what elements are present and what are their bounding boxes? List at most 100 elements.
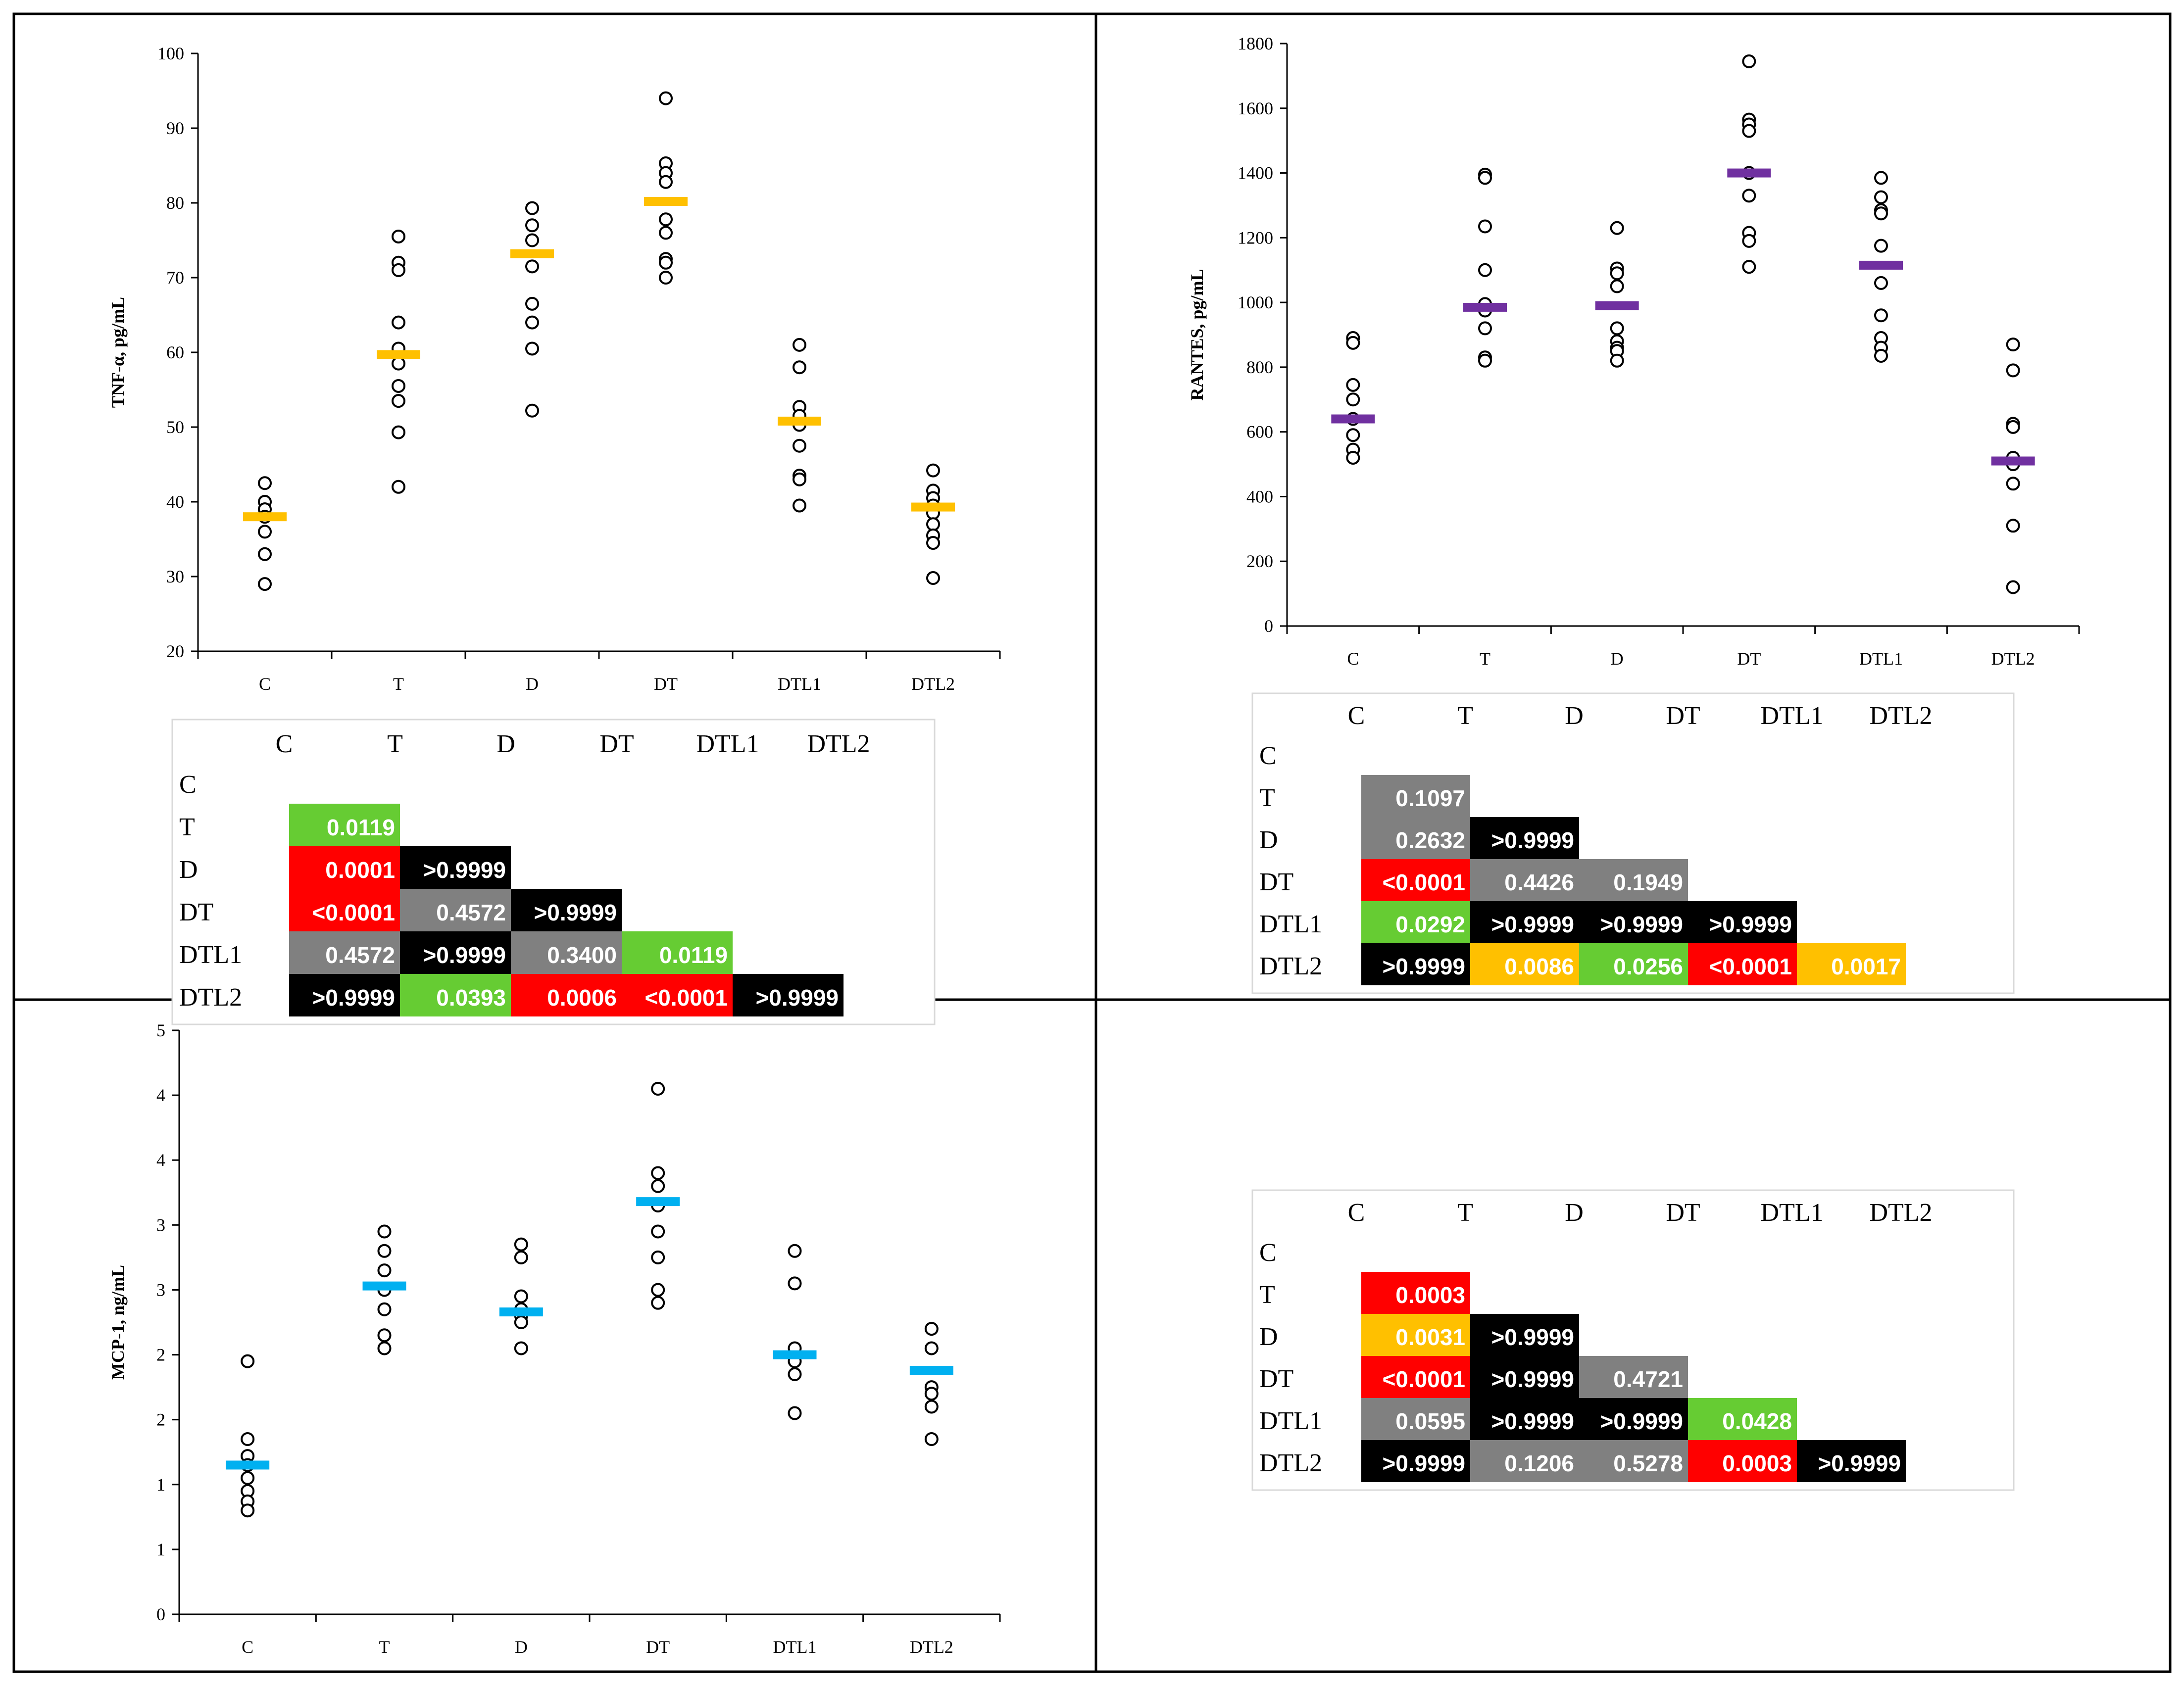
mcp-matrix-cell xyxy=(1579,1398,1688,1440)
mcp-data-point xyxy=(924,1387,939,1401)
tnf-matrix-cell xyxy=(400,931,511,974)
tnf-data-point xyxy=(525,201,539,215)
rantes-data-point xyxy=(1346,428,1360,442)
rantes-matrix-cell xyxy=(1579,943,1688,985)
rantes-mean-marker xyxy=(1727,168,1771,178)
tnf-matrix-cell-value: 0.4572 xyxy=(325,942,395,968)
mcp-data-point xyxy=(924,1400,939,1414)
tnf-matrix-col-header: DT xyxy=(599,730,634,758)
tnf-matrix-col-header: DTL1 xyxy=(696,730,759,758)
tnf-data-point xyxy=(926,536,940,550)
tnf-y-tick-label: 80 xyxy=(166,193,184,213)
mcp-matrix-cell-value: >0.9999 xyxy=(1600,1408,1683,1434)
mcp-y-tick-label: 4 xyxy=(156,1085,165,1105)
mcp-matrix-row-header: DTL1 xyxy=(1259,1407,1322,1435)
tnf-mean-marker xyxy=(644,196,688,206)
rantes-data-point xyxy=(1742,124,1756,138)
tnf-data-point xyxy=(525,403,539,418)
rantes-matrix-cell xyxy=(1470,817,1579,859)
tnf-matrix-col-header: D xyxy=(496,730,515,758)
rantes-matrix-row-header: DTL2 xyxy=(1259,952,1322,980)
mcp-matrix-cell-value: 0.4721 xyxy=(1613,1366,1683,1392)
rantes-matrix-cell xyxy=(1361,859,1470,901)
tnf-x-tick-label: C xyxy=(259,674,271,694)
rantes-y-tick-label: 1600 xyxy=(1238,98,1273,118)
mcp-matrix-cell-value: 0.0428 xyxy=(1722,1408,1792,1434)
mcp-matrix-cell xyxy=(1579,1356,1688,1398)
tnf-data-point xyxy=(659,255,673,270)
rantes-data-point xyxy=(1478,263,1492,277)
mcp-y-tick-label: 3 xyxy=(156,1215,165,1235)
tnf-data-point xyxy=(793,472,806,486)
rantes-mean-marker xyxy=(1859,260,1903,270)
mcp-matrix-cell xyxy=(1797,1440,1906,1482)
tnf-matrix-col-header: DTL2 xyxy=(807,730,870,758)
tnf-x-tick-label: D xyxy=(526,674,539,694)
tnf-data-point xyxy=(926,571,940,585)
mcp-x-tick-label: DTL2 xyxy=(910,1637,953,1657)
tnf-x-tick-label: DT xyxy=(654,674,678,694)
mcp-x-tick-label: C xyxy=(242,1637,253,1657)
rantes-matrix-cell xyxy=(1579,859,1688,901)
rantes-data-point xyxy=(1874,190,1888,204)
mcp-matrix-cell xyxy=(1361,1272,1470,1314)
rantes-x-tick-label: C xyxy=(1347,649,1359,669)
mcp-data-point xyxy=(924,1322,939,1336)
rantes-matrix-cell xyxy=(1688,943,1797,985)
tnf-matrix-cell-value: >0.9999 xyxy=(423,942,506,968)
rantes-data-point xyxy=(2006,420,2020,434)
rantes-matrix-cell-value: 0.0017 xyxy=(1831,954,1901,979)
rantes-data-point xyxy=(1346,392,1360,407)
mcp-data-point xyxy=(651,1082,665,1096)
rantes-data-point xyxy=(1874,206,1888,221)
mcp-mean-marker xyxy=(636,1197,680,1207)
tnf-data-point xyxy=(525,315,539,330)
mcp-data-point xyxy=(788,1276,802,1291)
tnf-data-point xyxy=(392,229,405,243)
tnf-data-point xyxy=(392,394,405,408)
mcp-data-point xyxy=(514,1315,528,1329)
tnf-matrix-cell xyxy=(511,974,622,1016)
mcp-y-tick-label: 3 xyxy=(156,1280,165,1300)
rantes-x-tick-label: DTL1 xyxy=(1859,649,1903,669)
rantes-matrix-cell-value: 0.2632 xyxy=(1395,827,1465,853)
tnf-matrix-cell xyxy=(622,974,733,1016)
tnf-y-tick-label: 70 xyxy=(166,268,184,288)
tnf-matrix-cell-value: 0.0393 xyxy=(436,985,506,1011)
mcp-matrix-cell xyxy=(1361,1356,1470,1398)
tnf-y-tick-label: 100 xyxy=(157,44,184,63)
mcp-matrix-row-header: T xyxy=(1259,1281,1275,1309)
rantes-matrix-cell-value: 0.0256 xyxy=(1613,954,1683,979)
mcp-data-point xyxy=(241,1354,255,1368)
mcp-matrix-col-header: D xyxy=(1565,1199,1584,1227)
tnf-data-point xyxy=(392,263,405,277)
rantes-matrix-row-header: DTL1 xyxy=(1259,910,1322,938)
tnf-matrix-cell-value: >0.9999 xyxy=(423,857,506,883)
rantes-data-point xyxy=(1874,308,1888,323)
rantes-matrix-cell-value: 0.0292 xyxy=(1395,912,1465,937)
mcp-data-point xyxy=(241,1432,255,1446)
mcp-y-tick-label: 2 xyxy=(156,1345,165,1365)
rantes-x-tick-label: DTL2 xyxy=(1991,649,2035,669)
tnf-matrix-col-header: C xyxy=(276,730,293,758)
mcp-matrix-col-header: C xyxy=(1348,1199,1365,1227)
tnf-data-point xyxy=(258,476,272,490)
mcp-matrix-cell-value: 0.0003 xyxy=(1722,1450,1792,1476)
rantes-matrix-col-header: DTL1 xyxy=(1760,702,1823,730)
tnf-data-point xyxy=(659,212,673,227)
tnf-data-point xyxy=(525,341,539,356)
rantes-matrix-row-header: T xyxy=(1259,784,1275,812)
rantes-matrix-cell-value: 0.4426 xyxy=(1504,870,1574,895)
tnf-x-tick-label: DTL1 xyxy=(778,674,821,694)
rantes-data-point xyxy=(1742,189,1756,203)
rantes-data-point xyxy=(2006,580,2020,594)
tnf-matrix-cell xyxy=(400,889,511,931)
tnf-data-point xyxy=(392,425,405,439)
tnf-matrix-row-header: C xyxy=(179,771,197,799)
mcp-matrix-cell-value: >0.9999 xyxy=(1491,1408,1574,1434)
mcp-matrix-cell-value: 0.0003 xyxy=(1395,1282,1465,1308)
mcp-data-point xyxy=(651,1166,665,1180)
rantes-matrix-cell-value: 0.1097 xyxy=(1395,785,1465,811)
